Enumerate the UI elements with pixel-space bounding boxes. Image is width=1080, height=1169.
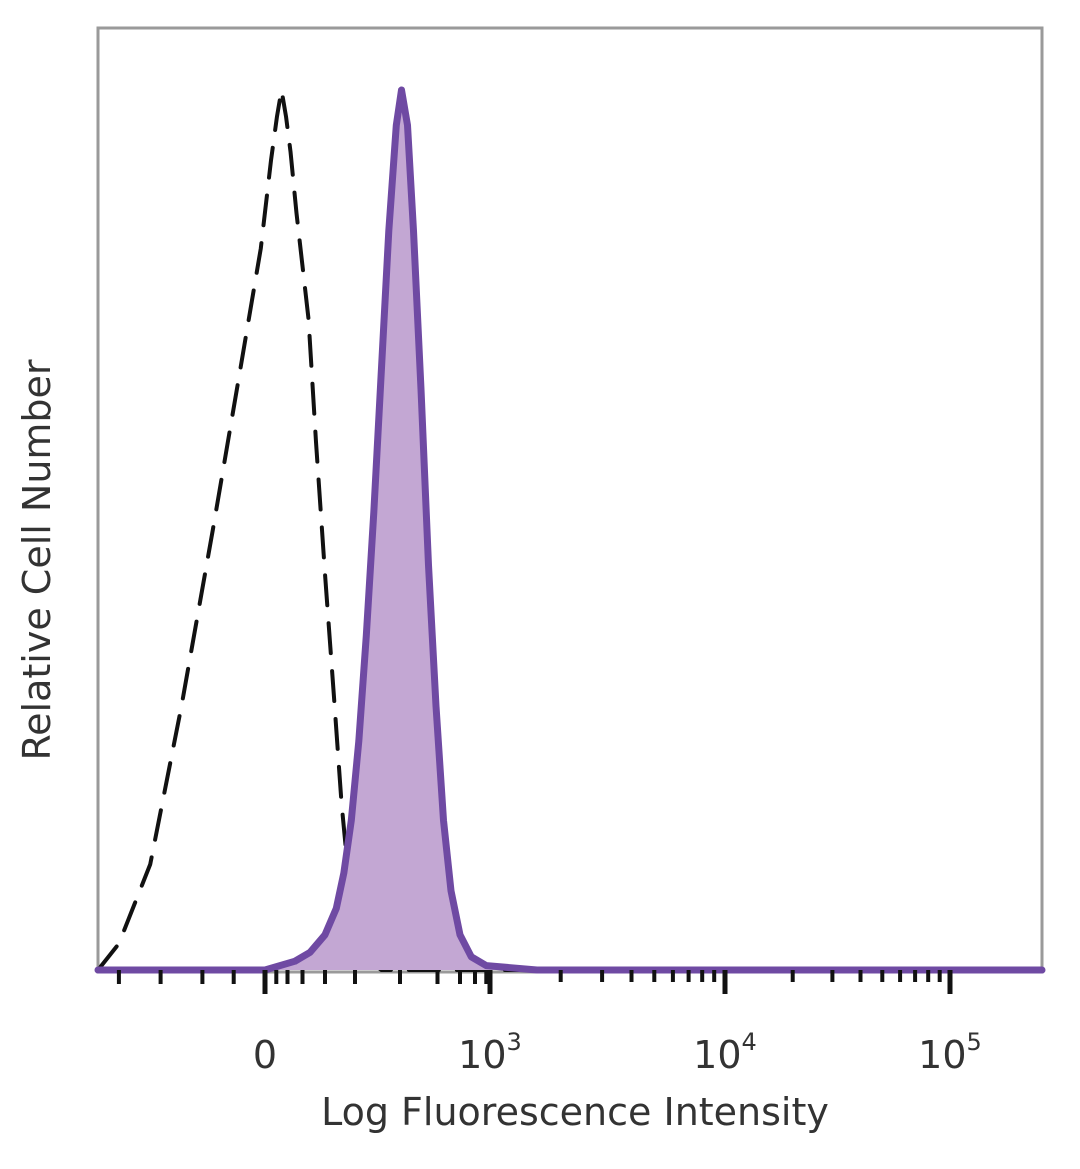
x-tick-label: 104 <box>693 1028 757 1077</box>
plot-frame <box>96 26 1044 974</box>
y-axis-label: Relative Cell Number <box>15 359 59 760</box>
x-tick-label: 103 <box>458 1028 522 1077</box>
x-tick-label: 0 <box>253 1033 277 1077</box>
series-2-line <box>94 86 1046 974</box>
x-axis-label: Log Fluorescence Intensity <box>321 1090 829 1134</box>
x-tick-label: 105 <box>918 1028 982 1077</box>
series-layer <box>94 86 1046 974</box>
x-axis: 0 103 104 105 <box>116 970 982 1077</box>
